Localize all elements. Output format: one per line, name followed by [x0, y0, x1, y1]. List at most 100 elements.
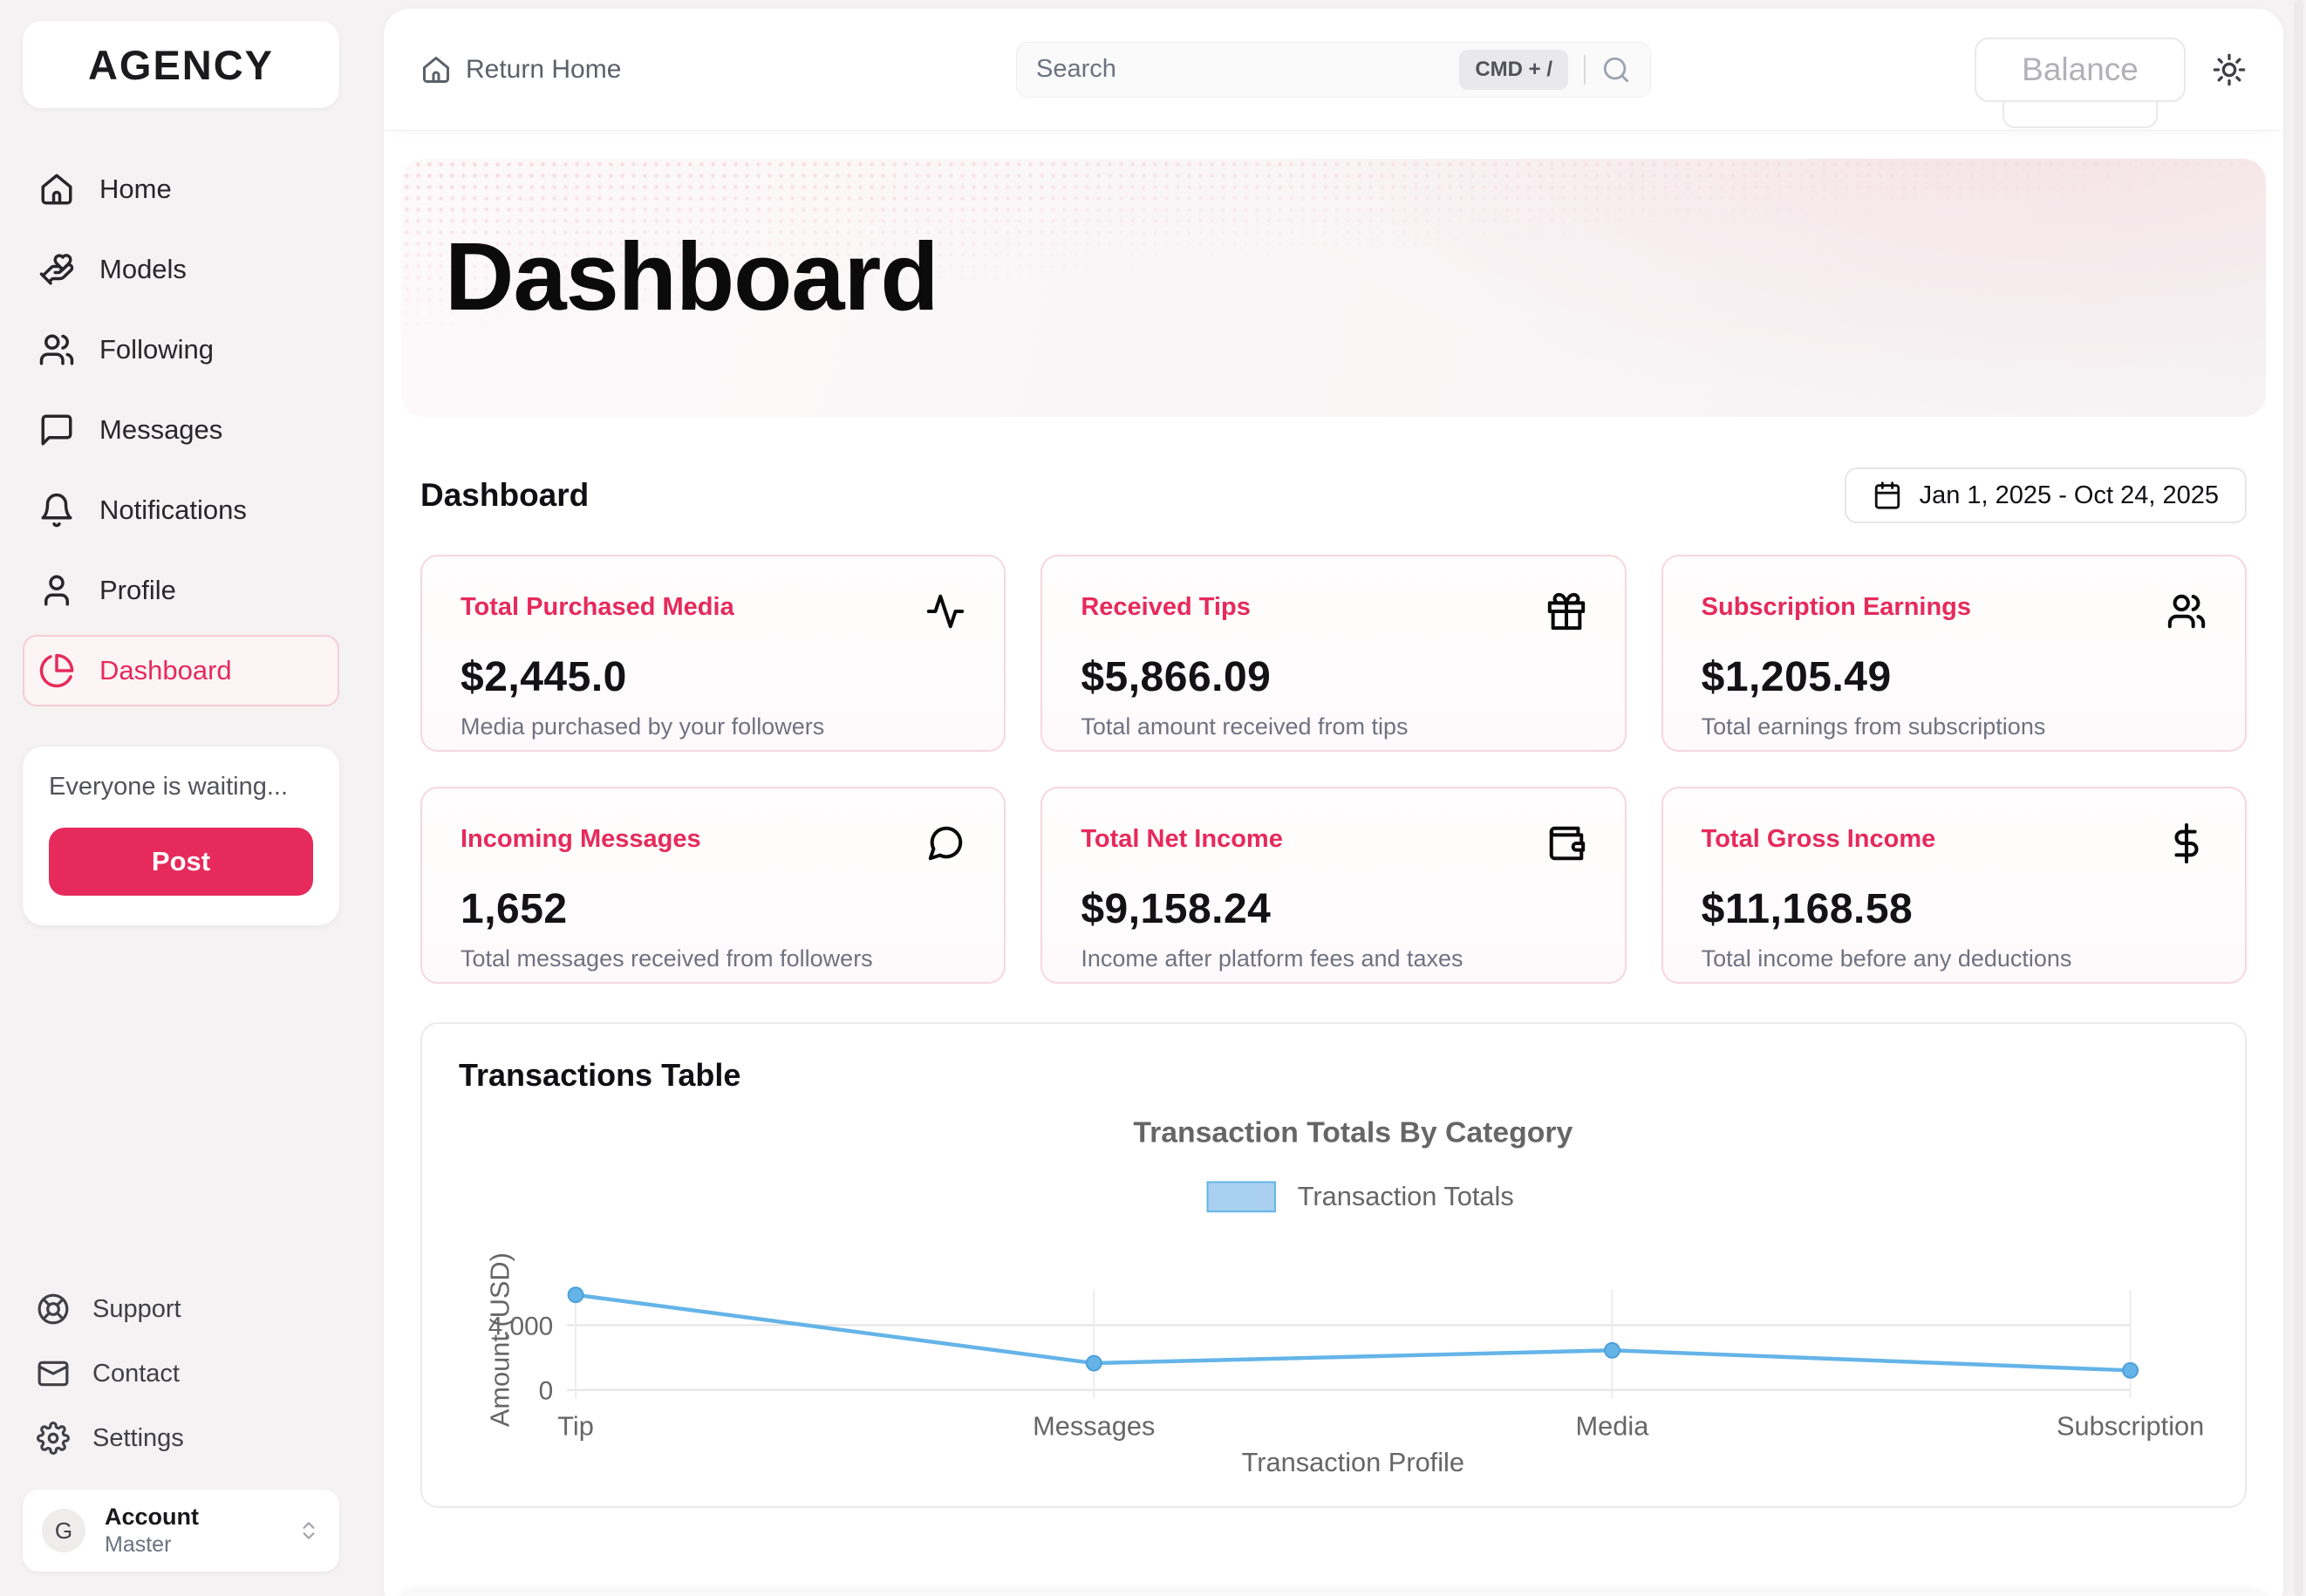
sidebar-item-support[interactable]: Support — [30, 1280, 339, 1338]
sidebar-item-following[interactable]: Following — [23, 314, 339, 385]
account-role: Master — [105, 1532, 172, 1557]
return-home-link[interactable]: Return Home — [420, 54, 621, 85]
dollar-icon — [2166, 823, 2207, 863]
stat-title: Subscription Earnings — [1701, 593, 1972, 621]
svg-text:0: 0 — [539, 1377, 554, 1406]
topbar: Return Home CMD + / Balance — [384, 9, 2283, 131]
svg-text:Transaction Totals By Category: Transaction Totals By Category — [1133, 1116, 1573, 1149]
search-input[interactable] — [1036, 55, 1444, 84]
section-title: Dashboard — [420, 477, 590, 513]
transactions-title: Transactions Table — [459, 1057, 741, 1093]
sidebar-item-models[interactable]: Models — [23, 234, 339, 305]
search-icon[interactable] — [1601, 55, 1631, 85]
sidebar-item-home[interactable]: Home — [23, 153, 339, 225]
main-area: Return Home CMD + / Balance Dashbo — [384, 9, 2283, 1596]
users-icon — [39, 334, 74, 365]
svg-text:Messages: Messages — [1033, 1410, 1155, 1441]
stat-card-total-net-income: Total Net Income $9,158.24 Income after … — [1040, 787, 1627, 984]
pie-chart-icon — [39, 653, 74, 688]
date-range-picker[interactable]: Jan 1, 2025 - Oct 24, 2025 — [1844, 467, 2247, 523]
search-shortcut-badge: CMD + / — [1459, 49, 1568, 90]
search-box[interactable]: CMD + / — [1016, 41, 1651, 98]
sidebar-item-profile[interactable]: Profile — [23, 555, 339, 626]
svg-text:Media: Media — [1576, 1410, 1650, 1441]
stat-title: Total Net Income — [1081, 825, 1283, 853]
stat-card-incoming-messages: Incoming Messages 1,652 Total messages r… — [420, 787, 1006, 984]
content: Dashboard Dashboard Jan 1, 2025 - Oct 24… — [384, 159, 2283, 1596]
avatar: G — [42, 1509, 85, 1552]
stat-card-subscription-earnings: Subscription Earnings $1,205.49 Total ea… — [1661, 555, 2247, 752]
sidebar-item-messages[interactable]: Messages — [23, 394, 339, 466]
sidebar-item-label: Profile — [99, 575, 176, 605]
agency-logo[interactable]: AGENCY — [23, 21, 339, 108]
account-name: Account — [105, 1504, 199, 1530]
sidebar-footer-label: Settings — [92, 1423, 184, 1452]
section-header: Dashboard Jan 1, 2025 - Oct 24, 2025 — [420, 467, 2247, 523]
account-switcher[interactable]: G Account Master — [23, 1490, 339, 1572]
return-home-label: Return Home — [466, 54, 622, 84]
sidebar-item-label: Messages — [99, 414, 223, 445]
transactions-table-card: Transactions Table Transaction Totals By… — [420, 1022, 2247, 1508]
chevrons-up-down-icon — [297, 1519, 320, 1542]
content-performance-card: Your Content Performance — [392, 1592, 2275, 1596]
theme-toggle[interactable] — [2212, 52, 2247, 87]
svg-text:Amount (USD): Amount (USD) — [485, 1252, 515, 1427]
stat-title: Total Gross Income — [1701, 825, 1936, 853]
account-info: Account Master — [105, 1504, 199, 1558]
sidebar-footer-label: Contact — [92, 1359, 180, 1388]
stat-card-total-gross-income: Total Gross Income $11,168.58 Total inco… — [1661, 787, 2247, 984]
sidebar: AGENCY Home Models Following Messages No… — [0, 0, 362, 1596]
stat-description: Total amount received from tips — [1081, 713, 1409, 740]
svg-text:Transaction Profile: Transaction Profile — [1242, 1447, 1464, 1477]
users-icon — [2166, 591, 2207, 631]
user-icon — [44, 575, 69, 606]
post-prompt-card: Everyone is waiting... Post — [23, 747, 339, 925]
sidebar-nav: Home Models Following Messages Notificat… — [23, 153, 339, 706]
stat-description: Total income before any deductions — [1701, 945, 2072, 972]
scrollbar[interactable] — [2294, 0, 2303, 1596]
stat-value: $5,866.09 — [1081, 654, 1272, 700]
message-circle-icon — [925, 823, 965, 863]
balance-button[interactable]: Balance — [1975, 37, 2186, 102]
sidebar-item-label: Models — [99, 254, 187, 284]
wallet-icon — [1546, 823, 1586, 863]
hero-banner: Dashboard — [401, 159, 2266, 417]
svg-text:4,000: 4,000 — [488, 1312, 554, 1340]
sun-icon — [2213, 53, 2246, 85]
stat-description: Media purchased by your followers — [461, 713, 825, 740]
topbar-right: Balance — [1975, 37, 2247, 128]
sidebar-item-dashboard[interactable]: Dashboard — [23, 635, 339, 706]
stat-value: $2,445.0 — [461, 654, 627, 700]
sidebar-item-label: Home — [99, 174, 172, 204]
sidebar-item-settings[interactable]: Settings — [30, 1409, 339, 1467]
stat-card-received-tips: Received Tips $5,866.09 Total amount rec… — [1040, 555, 1627, 752]
gear-icon — [37, 1422, 70, 1455]
hand-heart-icon — [39, 254, 74, 285]
mail-icon — [38, 1361, 69, 1387]
stat-title: Total Purchased Media — [461, 593, 734, 621]
sidebar-item-notifications[interactable]: Notifications — [23, 474, 339, 546]
stats-grid: Total Purchased Media $2,445.0 Media pur… — [420, 555, 2247, 984]
date-range-label: Jan 1, 2025 - Oct 24, 2025 — [1919, 481, 2219, 509]
stat-description: Income after platform fees and taxes — [1081, 945, 1463, 972]
home-icon — [41, 174, 72, 205]
agency-logo-text: AGENCY — [87, 41, 275, 88]
post-prompt-text: Everyone is waiting... — [49, 773, 289, 801]
transactions-chart: Transaction Totals By Category Transactio… — [459, 1106, 2208, 1480]
bell-icon — [41, 493, 72, 528]
message-square-icon — [41, 414, 72, 446]
post-button[interactable]: Post — [49, 828, 313, 896]
sidebar-item-contact[interactable]: Contact — [30, 1345, 339, 1402]
stat-description: Total messages received from followers — [461, 945, 873, 972]
gift-icon — [1546, 591, 1586, 631]
sidebar-item-label: Following — [99, 334, 214, 365]
stat-description: Total earnings from subscriptions — [1701, 713, 2046, 740]
sidebar-footer-label: Support — [92, 1294, 181, 1323]
calendar-icon — [1874, 481, 1900, 509]
stat-value: $1,205.49 — [1701, 654, 1892, 700]
divider — [1584, 54, 1586, 85]
svg-text:Tip: Tip — [557, 1410, 594, 1441]
activity-icon — [925, 591, 965, 631]
stat-value: $9,158.24 — [1081, 886, 1272, 932]
stat-value: 1,652 — [461, 886, 568, 932]
